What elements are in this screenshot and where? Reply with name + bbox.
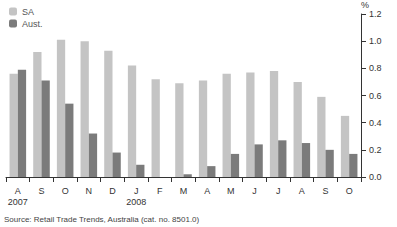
svg-text:%: % [361, 0, 369, 10]
svg-text:Source: Retail Trade Trends, A: Source: Retail Trade Trends, Australia (… [4, 215, 200, 224]
svg-text:Aust.: Aust. [22, 19, 43, 29]
svg-text:A: A [299, 186, 305, 196]
svg-text:A: A [15, 186, 21, 196]
svg-text:SA: SA [22, 7, 34, 17]
svg-text:D: D [109, 186, 116, 196]
svg-text:0.2: 0.2 [369, 145, 382, 155]
svg-text:J: J [252, 186, 257, 196]
svg-text:0.6: 0.6 [369, 91, 382, 101]
svg-text:A: A [204, 186, 210, 196]
svg-text:J: J [134, 186, 139, 196]
svg-text:0.8: 0.8 [369, 63, 382, 73]
svg-text:0.4: 0.4 [369, 118, 382, 128]
svg-text:S: S [38, 186, 44, 196]
svg-text:1.2: 1.2 [369, 9, 382, 19]
svg-text:2007: 2007 [8, 197, 28, 207]
svg-text:N: N [86, 186, 93, 196]
svg-text:M: M [180, 186, 188, 196]
svg-text:O: O [346, 186, 353, 196]
svg-text:1.0: 1.0 [369, 36, 382, 46]
svg-text:O: O [62, 186, 69, 196]
svg-text:0.0: 0.0 [369, 172, 382, 182]
svg-text:S: S [322, 186, 328, 196]
svg-text:2008: 2008 [126, 197, 146, 207]
svg-text:J: J [276, 186, 281, 196]
svg-text:F: F [157, 186, 163, 196]
svg-text:M: M [227, 186, 235, 196]
